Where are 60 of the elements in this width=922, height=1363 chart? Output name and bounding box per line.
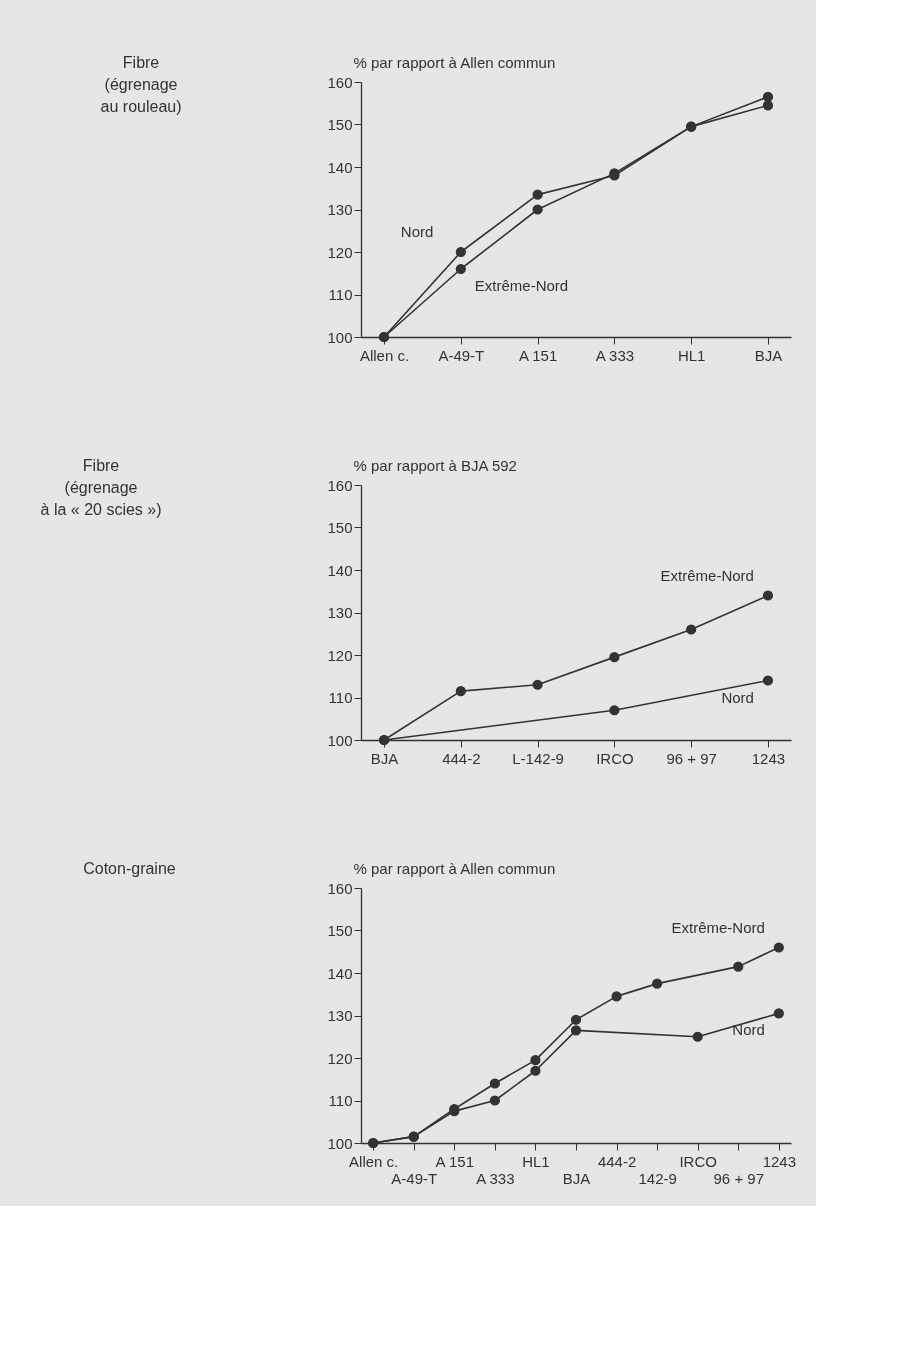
x-tick-label: A 333 [595, 346, 635, 364]
y-tick-label: 150 [327, 519, 353, 536]
x-tick-label: BJA [370, 749, 399, 767]
x-tick-label: A 333 [476, 1169, 515, 1187]
series-label: Extrême-Nord [474, 277, 569, 294]
series-label: Nord [721, 688, 754, 706]
text: Coton-graine [83, 860, 176, 877]
y-axis-title: % par rapport à Allen commun [353, 53, 556, 71]
x-tick-label: A-49-T [391, 1169, 438, 1187]
x-tick-label: BJA [562, 1169, 591, 1187]
x-tick-label: L-142-9 [512, 749, 564, 767]
text: au rouleau) [100, 98, 182, 115]
text: (égrenage [64, 479, 138, 496]
x-tick-label: Allen c. [359, 346, 410, 364]
y-tick-label: 160 [327, 879, 353, 897]
y-tick-label: 110 [328, 1092, 353, 1109]
x-tick-label: 96 + 97 [666, 749, 717, 767]
y-tick-label: 120 [327, 1049, 353, 1067]
y-tick-label: 120 [327, 646, 353, 664]
x-tick-label: 1243 [762, 1152, 797, 1170]
x-tick-label: A-49-T [438, 346, 485, 364]
x-tick-label: 142-9 [638, 1169, 677, 1187]
y-tick-label: 130 [327, 1007, 353, 1024]
x-tick-label: 1243 [751, 749, 786, 767]
text: Fibre [82, 457, 120, 474]
y-axis-title: % par rapport à Allen commun [353, 859, 556, 877]
x-tick-label: 444-2 [597, 1152, 637, 1170]
y-tick-label: 130 [327, 201, 353, 218]
y-tick-label: 160 [327, 73, 353, 91]
x-tick-label: A 151 [435, 1152, 474, 1170]
y-axis-title: % par rapport à BJA 592 [353, 456, 517, 474]
series-label: Extrême-Nord [660, 566, 754, 584]
y-tick-label: 110 [328, 286, 353, 303]
y-tick-label: 100 [327, 328, 353, 346]
y-tick-label: 130 [327, 604, 353, 621]
series-label: Nord [400, 223, 434, 240]
x-tick-label: Allen c. [349, 1152, 399, 1170]
y-tick-label: 110 [328, 689, 353, 706]
x-tick-label: 96 + 97 [713, 1169, 764, 1187]
series-label: Extrême-Nord [671, 918, 765, 936]
y-tick-label: 120 [327, 243, 353, 261]
x-tick-label: IRCO [679, 1152, 717, 1170]
x-tick-label: BJA [754, 346, 783, 364]
y-tick-label: 140 [327, 561, 353, 579]
y-tick-label: 100 [327, 731, 353, 749]
x-tick-label: HL1 [677, 346, 706, 364]
x-tick-label: 444-2 [442, 749, 481, 767]
text: à la « 20 scies ») [40, 501, 162, 518]
y-tick-label: 150 [327, 922, 353, 939]
x-tick-label: HL1 [522, 1152, 550, 1170]
y-tick-label: 140 [327, 158, 353, 176]
y-tick-label: 150 [327, 116, 353, 133]
text: (égrenage [104, 76, 178, 93]
x-tick-label: IRCO [596, 749, 634, 767]
y-tick-label: 100 [327, 1134, 353, 1152]
series-label: Nord [732, 1021, 765, 1039]
y-tick-label: 160 [327, 476, 353, 494]
y-tick-label: 140 [327, 964, 353, 982]
text: Fibre [122, 54, 160, 71]
x-tick-label: A 151 [518, 346, 558, 364]
